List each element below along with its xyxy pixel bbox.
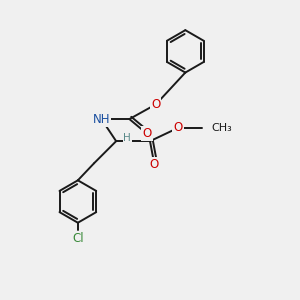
Text: O: O	[151, 98, 160, 111]
Text: O: O	[150, 158, 159, 171]
Text: O: O	[142, 127, 152, 140]
Text: H: H	[124, 133, 131, 143]
Text: CH₃: CH₃	[212, 123, 232, 133]
Text: Cl: Cl	[72, 232, 84, 244]
Text: NH: NH	[93, 112, 110, 126]
Text: O: O	[173, 122, 183, 134]
